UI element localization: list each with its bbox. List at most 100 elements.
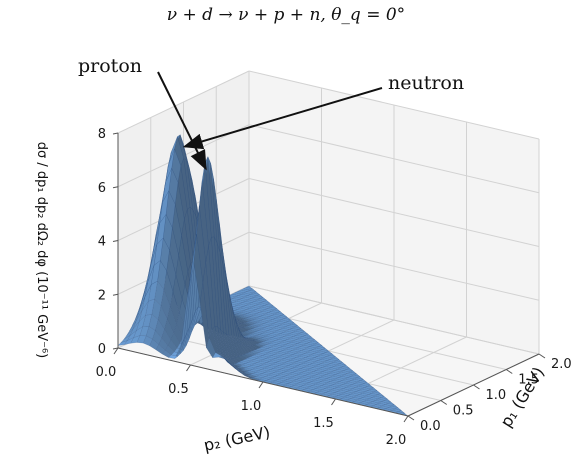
surface-cell (178, 235, 189, 285)
surface-cell (277, 315, 288, 319)
surface-cell (262, 362, 274, 366)
surface-cell (317, 358, 328, 363)
surface-cell (289, 336, 300, 340)
surface-cell (360, 387, 372, 391)
surface-cell (130, 335, 141, 344)
surface-cell (356, 380, 368, 384)
surface-cell (237, 355, 248, 360)
surface-cell (156, 213, 167, 246)
surface-cell (367, 393, 379, 397)
z-tick-mark (112, 347, 119, 350)
y-tick-mark (473, 384, 480, 390)
surface-cell (337, 393, 348, 398)
surface-cell (333, 386, 344, 391)
surface-mesh (117, 134, 409, 417)
surface-cell (321, 365, 332, 370)
surface-cell (321, 392, 333, 396)
surface-cell (167, 339, 178, 353)
surface-cell (228, 293, 239, 298)
surface-cell (297, 350, 308, 354)
surface-cell (240, 292, 251, 296)
chart-title: ν + d → ν + p + n, θ_q = 0° (167, 5, 405, 25)
surface-cell (155, 182, 166, 234)
surface-cell (244, 299, 255, 303)
surface-cell (318, 349, 330, 353)
surface-cell (275, 347, 287, 351)
surface-cell (266, 369, 278, 373)
surface-cell (243, 291, 254, 295)
surface-cell (286, 377, 297, 382)
surface-cell (317, 385, 329, 389)
y-tick-label: 1.0 (486, 388, 507, 403)
surface-cell (270, 376, 282, 380)
grid-wall-z (248, 124, 540, 194)
surface-cell (301, 357, 313, 361)
surface-cell (279, 354, 291, 358)
surface-cell (300, 330, 308, 335)
x-tick-label: 0.0 (96, 365, 117, 380)
surface-cell (238, 322, 250, 327)
surface-cell (269, 305, 277, 309)
surface-cell (290, 384, 301, 389)
surface-cell (278, 363, 289, 368)
surface-cell (333, 354, 338, 359)
surface-cell (296, 382, 307, 386)
surface-cell (265, 379, 276, 383)
surface-cell (133, 326, 143, 339)
surface-cell (141, 266, 151, 304)
surface-cell (271, 340, 283, 344)
surface-cell (380, 393, 385, 397)
surface-cell (322, 356, 334, 360)
z-tick-mark (112, 240, 119, 242)
tick-labels: 0.0 0.5 1.0 1.5 2.0 0.0 0.5 1.0 1.5 2.0 0 2 4 6 8 (96, 127, 572, 448)
surface-cell (287, 368, 299, 372)
surface-cell (236, 289, 248, 294)
surface-cell (117, 340, 128, 346)
surface-cell (123, 329, 134, 340)
annotations: proton neutron (78, 55, 464, 171)
surface-cell (132, 310, 143, 330)
surface-cell (274, 356, 285, 361)
surface-cell (313, 351, 324, 356)
z-tick-mark (112, 186, 119, 189)
surface-cell (240, 372, 251, 376)
surface-cell (305, 364, 317, 368)
y-tick-label: 0.0 (420, 419, 441, 434)
surface-cell (212, 352, 223, 358)
surface-cell (167, 136, 178, 166)
surface-cell (304, 374, 315, 378)
surface-cell (244, 362, 255, 366)
surface-cell (313, 378, 325, 382)
surface-cell (329, 379, 340, 384)
x-tick-label: 1.5 (313, 416, 334, 431)
proton-label: proton (78, 55, 142, 77)
surface-cell (330, 370, 342, 374)
x-tick-mark (331, 398, 336, 406)
surface-cell (258, 355, 270, 359)
surface-cell (149, 338, 159, 351)
surface-cell (155, 344, 166, 355)
surface-cell (283, 361, 295, 365)
x-tick-mark (113, 347, 119, 355)
surface-cell (281, 322, 292, 326)
y-tick-label: 2.0 (551, 357, 572, 372)
surface-cell (299, 327, 304, 331)
surface-cell (166, 250, 177, 292)
surface-cell (153, 237, 164, 266)
surface-cell (368, 401, 380, 405)
surface-cell (129, 321, 140, 336)
z-axis-label: dσ / dp₁ dp₂ dΩ₂ dφ (10⁻¹¹ GeV⁻⁶) (34, 142, 49, 358)
surface-cell (240, 354, 251, 359)
x-tick-mark (258, 381, 264, 389)
surface-cell (153, 202, 163, 250)
surface-cell (347, 398, 358, 402)
z-tick-mark (112, 293, 119, 296)
surface-cell (306, 350, 318, 354)
surface-cell (314, 342, 322, 346)
surface-cell (154, 280, 165, 307)
surface-cell (296, 324, 300, 328)
surface-cell (185, 311, 196, 346)
surface-cell (304, 337, 316, 342)
surface-cell (295, 360, 307, 364)
surface-cell (351, 383, 362, 387)
